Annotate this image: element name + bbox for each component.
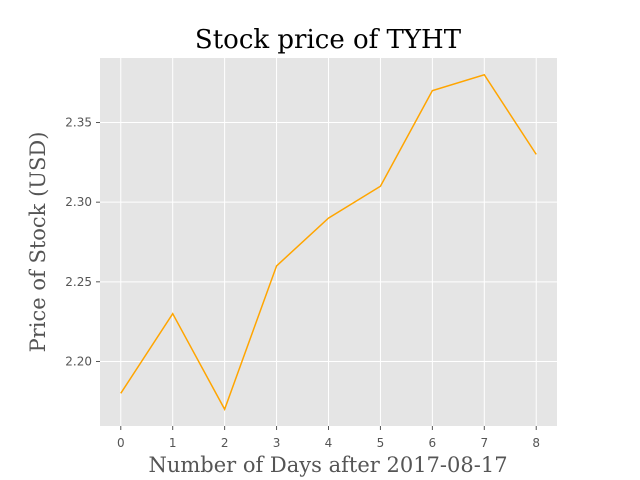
x-tick-label: 7 (480, 436, 488, 450)
y-tick-label: 2.35 (65, 116, 92, 130)
y-tick-label: 2.25 (65, 275, 92, 289)
data-point (378, 184, 382, 188)
data-point (430, 89, 434, 93)
data-point (119, 391, 123, 395)
x-tick-label: 5 (377, 436, 385, 450)
x-gridlines (120, 58, 537, 426)
y-tick-label: 2.20 (65, 354, 92, 368)
series-line-0 (120, 73, 537, 412)
y-axis-label: Price of Stock (USD) (26, 132, 50, 353)
data-point (275, 264, 279, 268)
data-point (534, 152, 538, 156)
data-point (171, 312, 175, 316)
x-tick-label: 6 (429, 436, 437, 450)
x-axis-ticks: 0 1 2 3 4 5 6 7 8 (117, 426, 540, 450)
x-tick-label: 1 (169, 436, 177, 450)
data-point (223, 407, 227, 411)
data-point (327, 216, 331, 220)
data-point (482, 73, 486, 77)
x-tick-label: 0 (117, 436, 125, 450)
y-tick-label: 2.30 (65, 195, 92, 209)
y-axis-ticks: 2.20 2.25 2.30 2.35 (65, 116, 100, 368)
x-tick-label: 4 (325, 436, 333, 450)
x-axis-label: Number of Days after 2017-08-17 (148, 453, 507, 477)
chart-title: Stock price of TYHT (195, 25, 462, 55)
x-tick-label: 8 (532, 436, 540, 450)
x-tick-label: 2 (221, 436, 229, 450)
series-layer (119, 73, 538, 412)
x-tick-label: 3 (273, 436, 281, 450)
